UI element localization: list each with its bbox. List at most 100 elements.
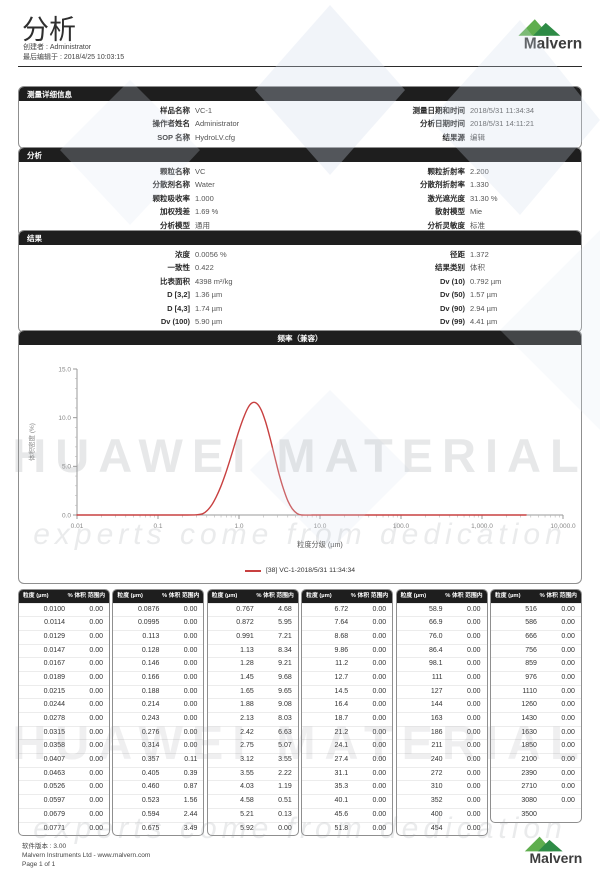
field-label: 操作者姓名 xyxy=(152,119,191,129)
size-cell: 6.72 xyxy=(334,605,349,613)
table-row: 0.166 0.00 xyxy=(113,670,204,685)
pct-cell: 0.00 xyxy=(466,619,481,627)
pct-cell: 2.22 xyxy=(278,769,292,777)
size-cell: 24.1 xyxy=(334,742,349,750)
size-cell: 58.9 xyxy=(428,605,443,613)
table-row: 0.0526 0.00 xyxy=(19,780,109,794)
field-label: D [4,3] xyxy=(167,303,190,313)
table-row: 0.243 0.00 xyxy=(113,712,204,726)
field-label: 样品名称 xyxy=(160,106,190,115)
pct-cell: 0.00 xyxy=(561,632,575,640)
pct-cell: 0.00 xyxy=(89,646,103,654)
table-row: 666 0.00 xyxy=(490,629,581,644)
pct-cell: 0.00 xyxy=(372,632,387,640)
size-cell: 859 xyxy=(525,660,537,668)
size-cell: 0.214 xyxy=(141,701,160,709)
table-row: 0.0679 0.00 xyxy=(19,807,109,822)
table-row: 4.03 1.19 xyxy=(207,780,298,794)
field-row: 颗粒吸收率 1.000 xyxy=(25,192,300,205)
pct-cell: 5.95 xyxy=(278,619,292,627)
size-table-header: 粒度 (µm) % 体积 范围内 xyxy=(396,590,487,603)
table-row: 4.58 0.51 xyxy=(207,794,298,808)
table-row: 35.3 0.00 xyxy=(302,780,393,794)
size-cell: 2.42 xyxy=(240,728,254,736)
pct-cell: 0.00 xyxy=(183,715,198,722)
size-cell: 0.243 xyxy=(141,715,160,722)
size-table: 粒度 (µm) % 体积 范围内 516 0.00 586 0.00 666 0.00 756 0… xyxy=(489,589,582,823)
frequency-chart: 0.0 5.0 10.0 15.0 0.01 0.1 1.0 10.0 100.0 1,000.0… xyxy=(19,347,581,566)
pct-cell: 0.00 xyxy=(466,810,481,818)
pct-cell: 0.00 xyxy=(89,797,103,805)
size-table: 粒度 (µm)% 体积 范围内 6.72 0.00 7.64 0.00 8.68 0.00 9… xyxy=(301,589,394,837)
pct-cell: 0.00 xyxy=(89,742,103,750)
size-table-header: 粒度 (µm) % 体积 范围内 xyxy=(207,590,298,603)
field-value: 编辑 xyxy=(470,132,485,142)
table-row: 86.4 0.00 xyxy=(396,643,487,658)
size-cell: 8.68 xyxy=(334,632,349,640)
size-cell: 5.92 xyxy=(240,824,254,832)
size-cell: 586 xyxy=(525,619,537,627)
size-cell: 0.0995 xyxy=(137,619,160,627)
table-row: 18.7 0.00 xyxy=(302,712,393,726)
size-cell: 0.0771 xyxy=(43,824,65,832)
field-row: Dv (10) 0.792 µm xyxy=(300,275,575,288)
size-cell: 0.0597 xyxy=(43,797,65,805)
field-value: VC-1 xyxy=(195,106,213,115)
panel-analysis-body: 颗粒名称 VC 分散剂名称 Water 颗粒吸收率 1.000 加权残差 1.69 % 分析模型… xyxy=(19,162,581,236)
pct-cell: 6.63 xyxy=(278,728,292,736)
size-cell: 0.0147 xyxy=(43,646,65,654)
field-value: 2.94 µm xyxy=(470,303,498,313)
size-cell: 2.13 xyxy=(240,715,254,722)
field-row: Dv (99) 4.41 µm xyxy=(300,315,575,328)
table-row: 0.675 3.49 xyxy=(113,821,204,836)
size-cell: 127 xyxy=(430,687,443,695)
table-row: 144 0.00 xyxy=(396,698,487,712)
pct-cell: 0.00 xyxy=(466,660,481,668)
size-cell: 0.767 xyxy=(236,605,254,613)
field-row: 操作者姓名 Administrator xyxy=(25,117,300,130)
size-cell: 0.0278 xyxy=(43,715,65,722)
field-row: D [3,2] 1.36 µm xyxy=(25,288,300,301)
pct-cell: 3.49 xyxy=(183,824,198,832)
table-row: 0.0407 0.00 xyxy=(19,753,109,767)
table-row: 66.9 0.00 xyxy=(396,616,487,630)
size-cell: 0.523 xyxy=(141,797,160,805)
svg-text:15.0: 15.0 xyxy=(58,366,71,373)
size-cell: 0.0129 xyxy=(43,632,65,640)
pct-cell: 0.00 xyxy=(466,673,481,681)
field-label: 加权残差 xyxy=(160,207,190,217)
pct-cell: 0.00 xyxy=(372,687,387,695)
svg-text:1.0: 1.0 xyxy=(234,523,243,530)
table-row: 0.0114 0.00 xyxy=(19,616,109,630)
size-cell: 1.13 xyxy=(240,646,254,654)
pct-cell: 0.00 xyxy=(183,701,198,709)
malvern-logo: Malvern xyxy=(518,19,582,50)
table-row: 21.2 0.00 xyxy=(302,725,393,740)
size-cell: 454 xyxy=(430,824,443,832)
pct-cell: 0.00 xyxy=(89,701,103,709)
malvern-wordmark: Malvern xyxy=(524,35,582,50)
field-row: SOP 名称 HydroLV.cfg xyxy=(25,131,300,144)
field-value: 31.30 % xyxy=(470,193,498,203)
pct-cell: 0.00 xyxy=(372,605,387,613)
pct-cell: 0.00 xyxy=(561,660,575,668)
pct-cell: 0.00 xyxy=(183,632,198,640)
size-table: 粒度 (µm) % 体积 范围内 0.767 4.68 0.872 5.95 0.991 7.… xyxy=(206,589,299,837)
pct-cell: 0.00 xyxy=(561,742,575,750)
chart-legend: [38] VC-1-2018/5/31 11:34:34 xyxy=(19,567,581,574)
field-label: SOP 名称 xyxy=(157,132,190,142)
pct-cell: 0.00 xyxy=(183,673,198,681)
field-value: 1.57 µm xyxy=(470,290,498,300)
pct-cell: 0.00 xyxy=(372,742,387,750)
size-cell: 516 xyxy=(525,605,537,613)
svg-text:体积密度 (%): 体积密度 (%) xyxy=(27,423,36,461)
size-cell: 0.0244 xyxy=(43,701,65,709)
table-row: 0.214 0.00 xyxy=(113,698,204,712)
panel-measurement-body: 样品名称 VC-1 操作者姓名 Administrator SOP 名称 HydroLV.… xyxy=(19,101,581,148)
table-row: 163 0.00 xyxy=(396,712,487,726)
field-row: 一致性 0.422 xyxy=(25,261,300,274)
size-cell: 1.45 xyxy=(240,673,254,681)
creator-line: 创建者 : Administrator xyxy=(23,44,92,51)
size-header-label: 粒度 (µm) xyxy=(117,593,143,599)
size-cell: 163 xyxy=(430,715,443,722)
